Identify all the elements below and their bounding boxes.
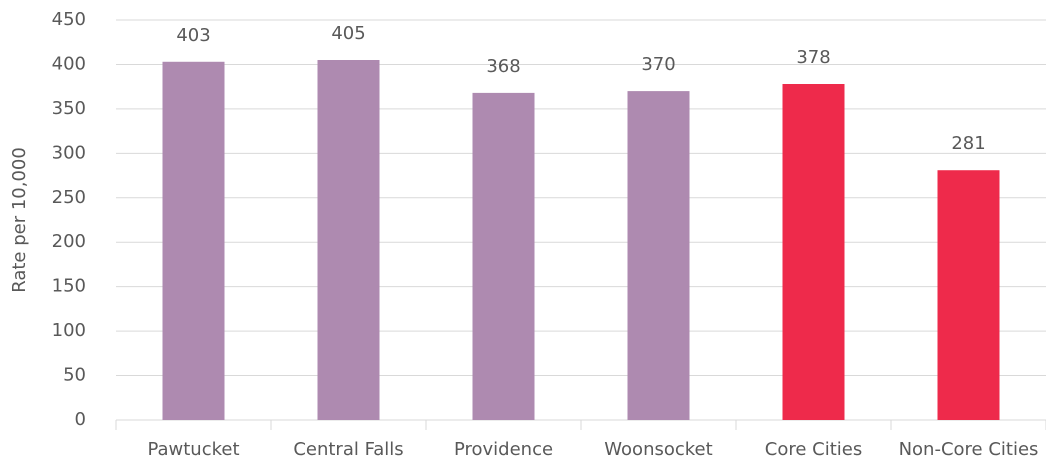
x-tick-label: Providence: [454, 439, 553, 460]
data-label: 368: [486, 56, 520, 77]
y-tick-label: 150: [52, 276, 86, 297]
data-label: 378: [796, 47, 830, 68]
data-label: 405: [331, 23, 365, 44]
data-label: 403: [176, 25, 210, 46]
y-tick-label: 300: [52, 142, 86, 163]
bar: [162, 61, 225, 421]
x-tick-label: Central Falls: [293, 439, 403, 460]
y-tick-label: 400: [52, 53, 86, 74]
x-tick-label: Pawtucket: [147, 439, 239, 460]
y-tick-label: 250: [52, 187, 86, 208]
bar: [937, 170, 1000, 420]
y-tick-label: 350: [52, 98, 86, 119]
x-tick-label: Non-Core Cities: [899, 439, 1039, 460]
y-tick-label: 50: [63, 365, 86, 386]
x-tick-label: Core Cities: [765, 439, 862, 460]
bar: [317, 60, 380, 420]
y-axis-label: Rate per 10,000: [9, 147, 30, 293]
y-tick-label: 450: [52, 9, 86, 30]
bar: [627, 91, 690, 420]
data-label: 370: [641, 54, 675, 75]
x-tick-label: Woonsocket: [604, 439, 712, 460]
y-tick-label: 200: [52, 231, 86, 252]
bar: [472, 92, 535, 420]
data-label: 281: [951, 133, 985, 154]
y-tick-label: 0: [75, 409, 86, 430]
y-tick-label: 100: [52, 320, 86, 341]
bar: [782, 84, 845, 420]
